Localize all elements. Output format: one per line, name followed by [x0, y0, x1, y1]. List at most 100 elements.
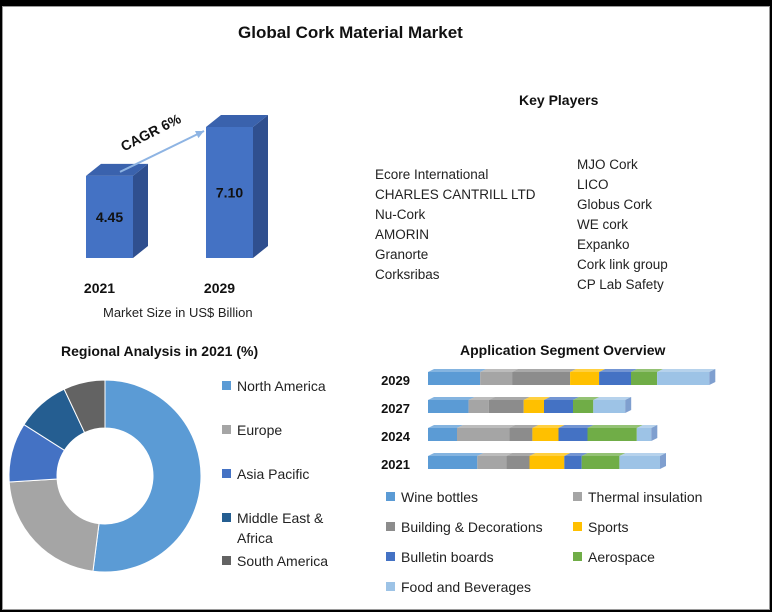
stack-segment-top — [428, 397, 475, 400]
legend-item: Sports — [573, 517, 628, 537]
stack-segment-top — [480, 369, 519, 372]
legend-swatch — [386, 492, 395, 501]
key-player-item: Granorte — [375, 247, 429, 262]
stack-end-cap — [709, 369, 716, 385]
stack-segment-top — [477, 453, 513, 456]
legend-swatch — [222, 469, 231, 478]
stack-segment-top — [468, 397, 495, 400]
stack-segment-top — [593, 397, 632, 400]
stack-segment-top — [599, 369, 637, 372]
stack-segment — [564, 456, 582, 469]
legend-swatch — [386, 552, 395, 561]
stack-end-cap — [625, 397, 632, 413]
stack-segment-top — [657, 369, 716, 372]
cagr-arrowhead — [195, 131, 204, 139]
legend-swatch — [222, 556, 231, 565]
key-players-title: Key Players — [519, 92, 599, 108]
bar — [206, 127, 253, 258]
stack-segment-top — [523, 397, 550, 400]
stack-segment — [636, 428, 652, 441]
page-title: Global Cork Material Market — [238, 23, 463, 42]
legend-item: Thermal insulation — [573, 487, 702, 507]
stack-segment-top — [636, 425, 658, 428]
legend-label: Food and Beverages — [401, 579, 531, 595]
legend-label: Wine bottles — [401, 489, 479, 505]
stack-end-cap — [660, 453, 666, 469]
stack-segment-top — [564, 453, 588, 456]
key-player-item: Expanko — [577, 237, 630, 252]
key-players-column-1: Ecore International CHARLES CANTRILL LTD N… — [375, 165, 536, 285]
key-players-column-2: MJO Cork LICO Globus Cork WE cork Expanko Cor… — [577, 155, 668, 295]
stack-segment — [581, 456, 620, 469]
category-label: 2027 — [381, 401, 410, 416]
legend-label: Thermal insulation — [588, 489, 703, 505]
stack-segment-top — [631, 369, 664, 372]
stack-segment-top — [558, 425, 594, 428]
stack-segment-top — [529, 453, 571, 456]
key-player-item: Globus Cork — [577, 197, 653, 212]
key-player-item: CP Lab Safety — [577, 277, 664, 292]
stack-segment-top — [506, 453, 536, 456]
legend-item: Europe — [222, 420, 282, 440]
bar-side — [253, 115, 268, 258]
stack-segment — [509, 428, 533, 441]
bar-category-label: 2029 — [204, 280, 235, 296]
stack-segment — [477, 456, 507, 469]
regional-title: Regional Analysis in 2021 (%) — [61, 343, 259, 359]
legend-item: Asia Pacific — [222, 464, 309, 484]
stack-segment — [428, 428, 457, 441]
legend-swatch — [573, 492, 582, 501]
legend-swatch — [573, 522, 582, 531]
legend-swatch — [222, 381, 231, 390]
stack-segment — [512, 372, 571, 385]
stack-segment-top — [428, 425, 463, 428]
legend-label: Building & Decorations — [401, 519, 543, 535]
stack-segment — [428, 372, 481, 385]
donut-slice — [8, 478, 100, 572]
legend-label: North America — [237, 378, 326, 394]
category-label: 2024 — [381, 429, 411, 444]
stack-segment — [544, 400, 573, 413]
legend-swatch — [222, 425, 231, 434]
stack-segment — [587, 428, 637, 441]
key-player-item: LICO — [577, 177, 609, 192]
legend-swatch — [222, 513, 231, 522]
donut-slice — [92, 379, 202, 573]
legend-item: Food and Beverages — [386, 577, 531, 597]
stack-segment-top — [428, 453, 484, 456]
stack-segment — [506, 456, 530, 469]
bar-data-label: 7.10 — [216, 185, 243, 201]
legend-swatch — [386, 522, 395, 531]
stack-segment — [599, 372, 631, 385]
legend-item: Building & Decorations — [386, 517, 543, 537]
market-size-xlabel: Market Size in US$ Billion — [103, 305, 253, 320]
stack-segment — [468, 400, 489, 413]
stack-segment — [573, 400, 594, 413]
stack-segment-top — [570, 369, 606, 372]
legend-item: Wine bottles — [386, 487, 478, 507]
key-player-item: Ecore International — [375, 167, 489, 182]
legend-label: Aerospace — [588, 549, 655, 565]
legend-item: Aerospace — [573, 547, 655, 567]
legend-item: Bulletin boards — [386, 547, 494, 567]
legend-label: Sports — [588, 519, 629, 535]
key-player-item: AMORIN — [375, 227, 429, 242]
legend-item: North America — [222, 376, 326, 396]
stack-segment — [523, 400, 544, 413]
stack-segment-top — [512, 369, 577, 372]
stack-segment — [488, 400, 524, 413]
stack-segment — [529, 456, 565, 469]
bar-top — [206, 115, 268, 128]
stack-segment — [457, 428, 510, 441]
legend-label: Asia Pacific — [237, 466, 310, 482]
stack-end-cap — [651, 425, 658, 441]
stack-segment-top — [488, 397, 530, 400]
legend-item: South America — [222, 551, 328, 571]
legend-label: Middle East & Africa — [237, 510, 324, 546]
stack-segment — [428, 456, 478, 469]
infographic-frame — [2, 6, 770, 610]
category-label: 2029 — [381, 373, 410, 388]
stack-segment-top — [581, 453, 626, 456]
